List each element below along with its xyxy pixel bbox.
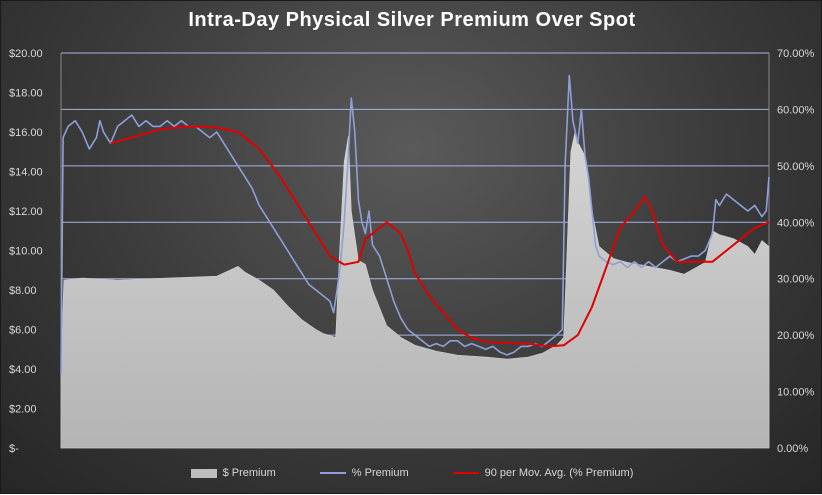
y-left-tick-label: $12.00 xyxy=(9,206,43,218)
y-right-tick-label: 50.00% xyxy=(777,161,815,173)
legend-item-moving-average: 90 per Mov. Avg. (% Premium) xyxy=(452,467,634,479)
y-right-tick-label: 60.00% xyxy=(777,104,815,116)
legend-label: $ Premium xyxy=(222,467,276,479)
y-left-tick-label: $18.00 xyxy=(9,88,43,100)
legend-item-percent-premium: % Premium xyxy=(319,467,409,479)
y-left-tick-label: $20.00 xyxy=(9,48,43,60)
series-line-moving-average xyxy=(110,125,770,348)
y-left-tick-label: $16.00 xyxy=(9,127,43,139)
right-axis-ticks: 0.00% 10.00% 20.00% 30.00% 40.00% 50.00% 60.00… xyxy=(777,48,815,455)
dollar-premium-area xyxy=(60,131,770,449)
y-right-tick-label: 10.00% xyxy=(777,387,815,399)
legend-item-dollar-premium: $ Premium xyxy=(190,467,276,479)
left-axis-ticks: $- $2.00 $4.00 $6.00 $8.00 $10.00 $12.00 $14.00… xyxy=(9,48,43,455)
legend-label: 90 per Mov. Avg. (% Premium) xyxy=(484,467,634,479)
series-lines xyxy=(60,74,770,375)
chart-title: Intra-Day Physical Silver Premium Over S… xyxy=(188,9,636,31)
series-line-percent-premium xyxy=(60,74,770,375)
y-left-tick-label: $14.00 xyxy=(9,167,43,179)
legend-label: % Premium xyxy=(351,467,409,479)
y-left-tick-label: $2.00 xyxy=(9,404,37,416)
legend: $ Premium % Premium 90 per Mov. Avg. (% … xyxy=(1,467,822,479)
y-right-tick-label: 20.00% xyxy=(777,330,815,342)
y-left-tick-label: $6.00 xyxy=(9,325,37,337)
legend-swatch-line xyxy=(452,472,479,474)
y-right-tick-label: 70.00% xyxy=(777,48,815,60)
y-left-tick-label: $10.00 xyxy=(9,246,43,258)
y-left-tick-label: $- xyxy=(9,443,19,455)
series-area-dollar-premium xyxy=(60,131,770,449)
legend-swatch-area xyxy=(190,468,217,478)
y-right-tick-label: 40.00% xyxy=(777,217,815,229)
y-left-tick-label: $8.00 xyxy=(9,285,37,297)
y-right-tick-label: 0.00% xyxy=(777,443,808,455)
y-left-tick-label: $4.00 xyxy=(9,364,37,376)
legend-swatch-line xyxy=(319,472,346,474)
y-right-tick-label: 30.00% xyxy=(777,274,815,286)
